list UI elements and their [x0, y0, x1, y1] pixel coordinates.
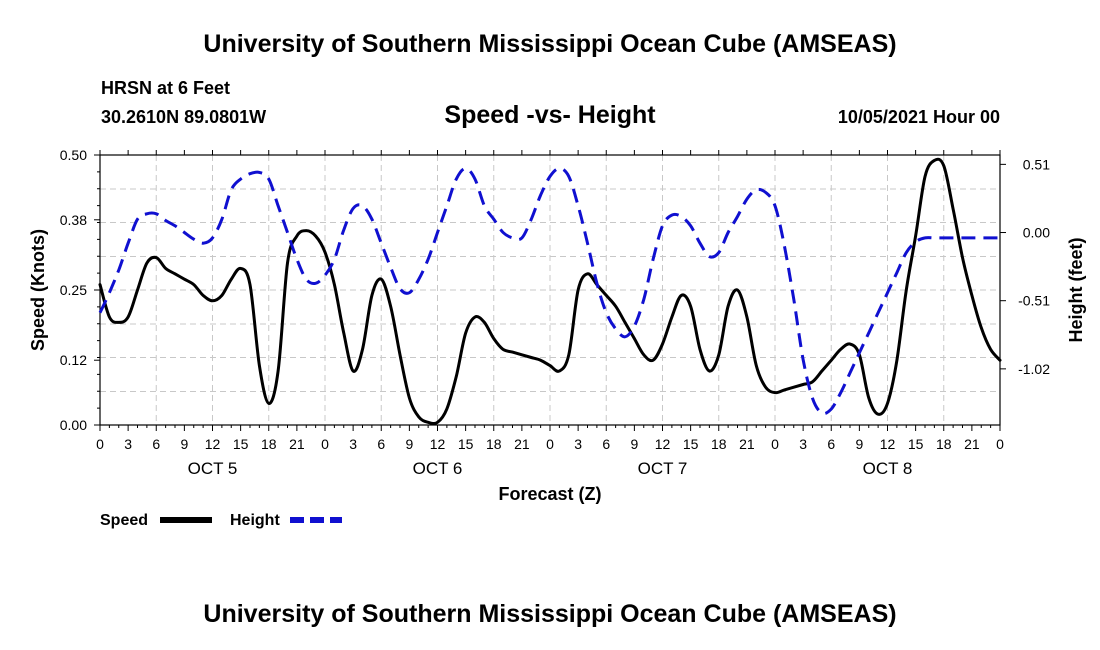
y-axis-label: Speed (Knots) — [28, 229, 48, 351]
x-tick-label: 15 — [908, 436, 924, 452]
y-tick-label: 0.25 — [60, 282, 87, 298]
x-tick-label: 18 — [936, 436, 952, 452]
y-tick-label: 0.12 — [60, 352, 87, 368]
y2-axis-label: Height (feet) — [1066, 238, 1086, 343]
x-tick-label: 3 — [124, 436, 132, 452]
x-tick-label: 21 — [964, 436, 980, 452]
y2-tick-label: 0.51 — [1023, 156, 1050, 172]
x-tick-label: 18 — [486, 436, 502, 452]
day-label: OCT 7 — [638, 459, 688, 478]
x-tick-label: 3 — [349, 436, 357, 452]
x-tick-label: 6 — [377, 436, 385, 452]
y2-tick-label: -1.02 — [1018, 361, 1050, 377]
day-label: OCT 8 — [863, 459, 913, 478]
x-tick-label: 21 — [739, 436, 755, 452]
x-tick-label: 6 — [827, 436, 835, 452]
x-tick-label: 9 — [405, 436, 413, 452]
x-tick-label: 0 — [771, 436, 779, 452]
x-tick-label: 15 — [233, 436, 249, 452]
station-label: HRSN at 6 Feet — [101, 78, 231, 98]
speed-series-line — [98, 157, 1002, 426]
day-label: OCT 6 — [413, 459, 463, 478]
legend-label-speed: Speed — [100, 512, 148, 529]
x-tick-label: 15 — [458, 436, 474, 452]
x-tick-label: 15 — [683, 436, 699, 452]
x-tick-label: 6 — [152, 436, 160, 452]
x-tick-label: 6 — [602, 436, 610, 452]
x-tick-label: 0 — [96, 436, 104, 452]
x-tick-label: 3 — [799, 436, 807, 452]
grid-lines — [100, 155, 1000, 425]
x-tick-label: 9 — [855, 436, 863, 452]
x-tick-label: 9 — [630, 436, 638, 452]
y2-tick-label: 0.00 — [1023, 225, 1050, 241]
y-tick-label: 0.38 — [60, 212, 87, 228]
x-tick-label: 0 — [996, 436, 1004, 452]
page-title: University of Southern Mississippi Ocean… — [203, 30, 897, 58]
legend: Speed Height — [100, 512, 342, 529]
day-label: OCT 5 — [188, 459, 238, 478]
x-tick-label: 21 — [514, 436, 530, 452]
y-tick-label: 0.00 — [60, 417, 87, 433]
x-tick-label: 12 — [205, 436, 221, 452]
coordinates-label: 30.2610N 89.0801W — [101, 107, 267, 127]
chart-title: Speed -vs- Height — [444, 101, 656, 129]
speed-height-chart: 0 3 6 9 12 15 18 21 0 3 6 9 12 15 18 21 0 3 6 9 12 15 18 21 0 3 6 9… — [28, 147, 1086, 529]
x-tick-label: 21 — [289, 436, 305, 452]
x-tick-label: 12 — [655, 436, 671, 452]
x-tick-label: 18 — [261, 436, 277, 452]
x-tick-label: 0 — [321, 436, 329, 452]
y-tick-label: 0.50 — [60, 147, 87, 163]
height-series-line — [98, 166, 1000, 416]
x-tick-label: 18 — [711, 436, 727, 452]
x-tick-label: 0 — [546, 436, 554, 452]
legend-label-height: Height — [230, 512, 280, 529]
x-tick-label: 9 — [180, 436, 188, 452]
tick-labels: 0 3 6 9 12 15 18 21 0 3 6 9 12 15 18 21 0 3 6 9 12 15 18 21 0 3 6 9… — [28, 147, 1086, 504]
x-axis-label: Forecast (Z) — [498, 484, 601, 504]
x-tick-label: 12 — [880, 436, 896, 452]
data-series — [98, 157, 1002, 426]
x-tick-label: 3 — [574, 436, 582, 452]
x-tick-label: 12 — [430, 436, 446, 452]
footer-title: University of Southern Mississippi Ocean… — [203, 600, 897, 628]
forecast-datetime: 10/05/2021 Hour 00 — [837, 107, 1000, 127]
y2-tick-label: -0.51 — [1018, 293, 1050, 309]
